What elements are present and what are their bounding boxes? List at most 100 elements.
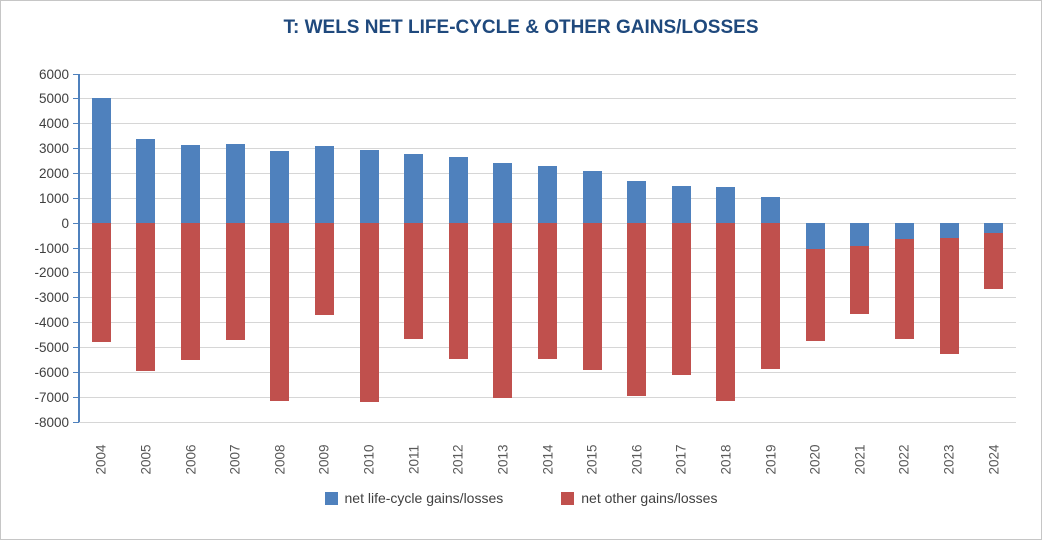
bar-life-cycle-2004 bbox=[91, 97, 111, 224]
x-axis-tick-label: 2024 bbox=[986, 443, 1002, 475]
bar-life-cycle-2014 bbox=[538, 165, 557, 224]
y-axis-tick bbox=[73, 73, 79, 75]
y-axis-tick-label: -8000 bbox=[34, 414, 69, 430]
bar-life-cycle-2011 bbox=[404, 153, 424, 224]
x-axis-tick-label: 2005 bbox=[138, 443, 154, 475]
y-axis-tick-label: -6000 bbox=[34, 364, 69, 380]
bar-other-2010 bbox=[359, 223, 379, 403]
bar-other-2024 bbox=[984, 233, 1004, 289]
x-axis-tick-label: 2023 bbox=[941, 443, 957, 475]
bar-other-2023 bbox=[939, 238, 959, 354]
legend-item-other: net other gains/losses bbox=[561, 490, 717, 506]
y-axis-tick-label: 3000 bbox=[38, 141, 69, 157]
y-axis-line bbox=[78, 74, 80, 422]
x-axis-tick-label: 2013 bbox=[495, 443, 511, 475]
bar-other-2018 bbox=[716, 223, 736, 401]
x-axis-tick-label: 2010 bbox=[361, 443, 377, 475]
chart-title: T: WELS NET LIFE-CYCLE & OTHER GAINS/LOS… bbox=[283, 17, 759, 38]
y-axis-tick-label: 6000 bbox=[38, 66, 69, 82]
gridline bbox=[79, 396, 1016, 398]
bar-life-cycle-2006 bbox=[181, 144, 201, 224]
bar-life-cycle-2008 bbox=[270, 151, 290, 224]
bar-other-2019 bbox=[761, 223, 781, 369]
y-axis-tick bbox=[73, 346, 79, 348]
bar-other-2004 bbox=[91, 223, 111, 343]
bar-other-2011 bbox=[404, 223, 424, 339]
bar-other-2016 bbox=[627, 223, 647, 396]
bar-other-2013 bbox=[493, 223, 513, 399]
y-axis-tick-label: 5000 bbox=[38, 91, 69, 107]
bar-life-cycle-2005 bbox=[136, 138, 156, 224]
y-axis-tick-label: -3000 bbox=[34, 290, 69, 306]
y-axis-tick-label: 2000 bbox=[38, 165, 69, 181]
y-axis-tick bbox=[73, 247, 79, 249]
gridline bbox=[79, 148, 1016, 150]
y-axis-tick-label: 0 bbox=[61, 215, 69, 231]
y-axis-tick-label: -7000 bbox=[34, 389, 69, 405]
y-axis-tick bbox=[73, 396, 79, 398]
x-axis-tick-label: 2017 bbox=[673, 443, 689, 475]
bar-other-2012 bbox=[448, 223, 468, 359]
x-axis-tick-label: 2019 bbox=[763, 443, 779, 475]
y-axis-tick bbox=[73, 123, 79, 125]
y-axis-tick bbox=[73, 421, 79, 423]
bar-life-cycle-2019 bbox=[761, 197, 781, 224]
y-axis-tick-label: -5000 bbox=[34, 339, 69, 355]
x-axis-tick-label: 2009 bbox=[316, 443, 332, 475]
bar-life-cycle-2020 bbox=[805, 223, 825, 250]
x-axis-tick-label: 2018 bbox=[718, 443, 734, 475]
y-axis-tick bbox=[73, 371, 79, 373]
bar-other-2009 bbox=[314, 223, 334, 316]
legend: net life-cycle gains/losses net other ga… bbox=[1, 490, 1041, 506]
bar-life-cycle-2016 bbox=[627, 180, 647, 224]
x-axis-tick-label: 2021 bbox=[852, 443, 868, 475]
legend-swatch-other-icon bbox=[561, 491, 575, 505]
bar-other-2022 bbox=[894, 239, 914, 339]
legend-swatch-life-cycle-icon bbox=[324, 491, 338, 505]
y-axis-tick-label: 4000 bbox=[38, 116, 69, 132]
bar-other-2005 bbox=[136, 223, 156, 372]
y-axis-tick bbox=[73, 98, 79, 100]
y-axis-tick bbox=[73, 297, 79, 299]
bar-other-2015 bbox=[582, 223, 602, 370]
x-axis-tick-label: 2022 bbox=[896, 443, 912, 475]
bar-life-cycle-2013 bbox=[493, 163, 513, 224]
x-axis-tick-label: 2014 bbox=[540, 443, 555, 475]
bar-life-cycle-2021 bbox=[850, 223, 870, 246]
bar-other-2014 bbox=[538, 223, 557, 359]
bar-life-cycle-2018 bbox=[716, 187, 736, 224]
bar-other-2008 bbox=[270, 223, 290, 401]
x-axis-tick-label: 2016 bbox=[629, 443, 645, 475]
bar-life-cycle-2023 bbox=[939, 223, 959, 239]
bar-life-cycle-2010 bbox=[359, 149, 379, 224]
x-axis-tick-label: 2012 bbox=[450, 443, 466, 475]
bar-other-2007 bbox=[225, 223, 245, 340]
y-axis-tick bbox=[73, 322, 79, 324]
bar-life-cycle-2017 bbox=[671, 185, 691, 224]
bar-life-cycle-2012 bbox=[448, 157, 468, 224]
gridline bbox=[79, 371, 1016, 373]
x-axis-tick-label: 2020 bbox=[807, 443, 823, 475]
bar-other-2020 bbox=[805, 249, 825, 342]
bar-life-cycle-2024 bbox=[984, 223, 1004, 234]
gridline bbox=[79, 98, 1016, 100]
legend-item-life-cycle: net life-cycle gains/losses bbox=[324, 490, 504, 506]
x-axis-tick-label: 2011 bbox=[406, 444, 422, 474]
gridline bbox=[79, 123, 1016, 125]
x-axis-tick-label: 2006 bbox=[183, 443, 199, 475]
y-axis-tick bbox=[73, 197, 79, 199]
y-axis-tick bbox=[73, 272, 79, 274]
gridline bbox=[79, 421, 1016, 423]
y-axis-tick-label: -4000 bbox=[34, 315, 69, 331]
x-axis-tick-label: 2015 bbox=[584, 443, 600, 475]
legend-label-other: net other gains/losses bbox=[581, 490, 718, 506]
x-axis-tick-label: 2008 bbox=[272, 443, 288, 475]
bar-life-cycle-2022 bbox=[894, 223, 914, 240]
y-axis-tick bbox=[73, 222, 79, 224]
y-axis-tick bbox=[73, 172, 79, 174]
bar-other-2017 bbox=[671, 223, 691, 375]
bar-life-cycle-2009 bbox=[314, 146, 334, 224]
legend-label-life-cycle: net life-cycle gains/losses bbox=[344, 490, 504, 506]
y-axis-tick-label: -2000 bbox=[34, 265, 69, 281]
